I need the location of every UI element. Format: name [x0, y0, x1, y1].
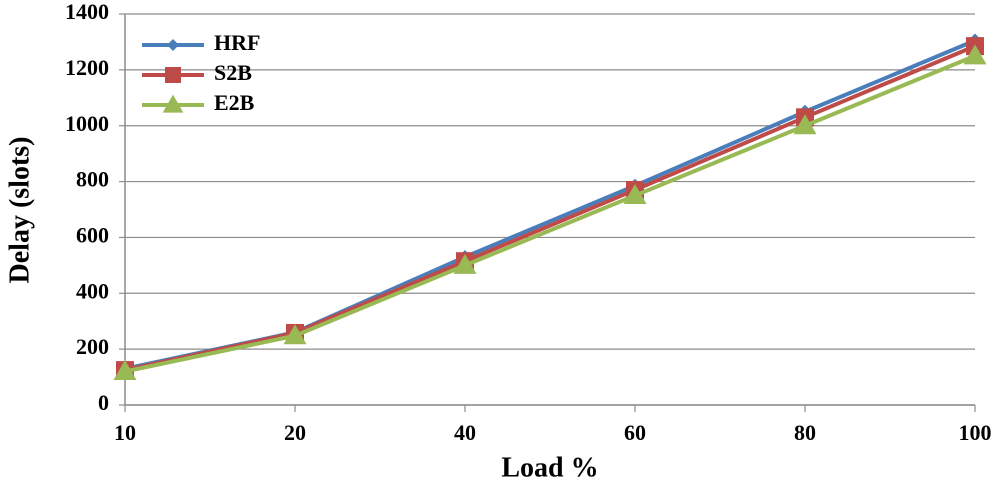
legend-label: HRF	[214, 30, 260, 55]
y-tick-label: 0	[98, 390, 109, 415]
y-axis-title: Delay (slots)	[4, 137, 35, 284]
y-tick-label: 800	[76, 167, 109, 192]
marker	[283, 324, 307, 345]
marker	[453, 253, 477, 274]
legend-label: E2B	[214, 90, 255, 115]
y-tick-label: 200	[76, 334, 109, 359]
marker	[793, 114, 817, 135]
x-tick-label: 40	[454, 420, 476, 445]
series-line	[124, 54, 976, 374]
marker	[963, 44, 987, 65]
legend-label: S2B	[214, 60, 252, 85]
x-tick-label: 10	[114, 420, 136, 445]
x-tick-label: 60	[624, 420, 646, 445]
x-axis-title: Load %	[501, 452, 598, 483]
legend-marker	[165, 67, 181, 83]
y-tick-label: 1000	[65, 111, 109, 136]
marker	[113, 359, 137, 380]
y-tick-label: 1200	[65, 55, 109, 80]
x-tick-label: 20	[284, 420, 306, 445]
x-tick-label: 80	[794, 420, 816, 445]
marker	[623, 184, 647, 205]
y-tick-label: 1400	[65, 0, 109, 24]
series-line	[124, 44, 976, 373]
y-tick-label: 600	[76, 222, 109, 247]
x-tick-label: 100	[959, 420, 992, 445]
legend-marker	[167, 39, 179, 51]
y-tick-label: 400	[76, 278, 109, 303]
legend-marker	[162, 94, 184, 113]
